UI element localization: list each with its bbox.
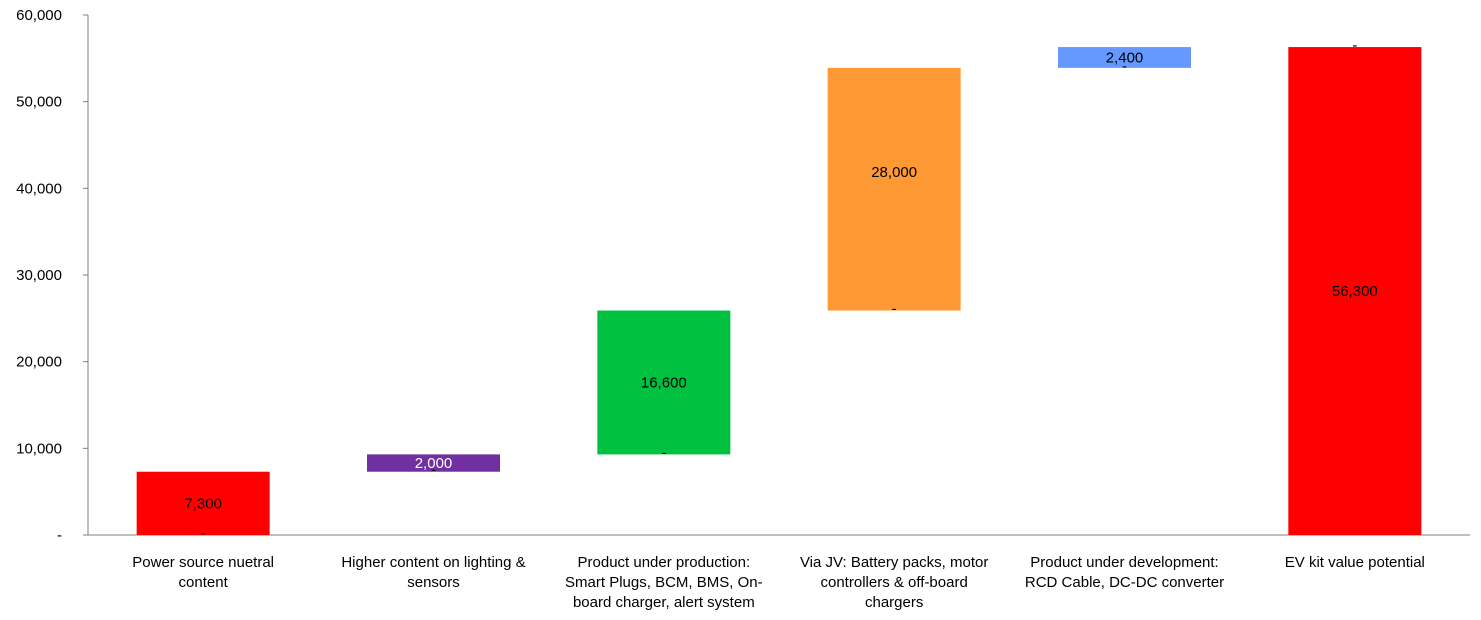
base-marker: -	[661, 444, 666, 461]
y-tick-label: 50,000	[16, 94, 62, 111]
bar-value-label: 56,300	[1332, 283, 1378, 300]
bar-value-label: 28,000	[871, 164, 917, 181]
base-marker: -	[892, 301, 897, 318]
y-tick-label: 10,000	[16, 440, 62, 457]
x-category-label: EV kit value potential	[1285, 554, 1425, 571]
x-category-label: Higher content on lighting &	[341, 554, 525, 571]
data-labels-group: 7,300 2,000 16,600 28,000 2,400 56,300	[184, 49, 1377, 512]
x-category-label: Smart Plugs, BCM, BMS, On-	[565, 574, 763, 591]
bar-value-label: 2,000	[415, 455, 453, 472]
x-category-label: Product under production:	[578, 554, 751, 571]
base-marker: -	[201, 525, 206, 542]
bar	[1288, 47, 1422, 536]
y-axis: - 10,000 20,000 30,000 40,000 50,000 60,000	[16, 7, 89, 544]
x-category-label: RCD Cable, DC-DC converter	[1025, 574, 1224, 591]
bar	[597, 310, 731, 455]
base-marker: -	[1352, 37, 1357, 54]
base-marker: -	[1122, 58, 1127, 75]
bars-group	[136, 47, 1422, 536]
x-category-label: content	[179, 574, 229, 591]
bar-value-label: 2,400	[1106, 49, 1144, 66]
y-tick-label: 60,000	[16, 7, 62, 24]
x-category-label: controllers & off-board	[821, 574, 968, 591]
base-marker: -	[431, 462, 436, 479]
y-tick-label: 20,000	[16, 354, 62, 371]
bar-value-label: 7,300	[184, 495, 222, 512]
x-category-label: sensors	[407, 574, 460, 591]
x-category-label: board charger, alert system	[573, 594, 755, 611]
bar	[367, 454, 500, 472]
y-tick-label: -	[57, 527, 62, 544]
y-tick-label: 40,000	[16, 180, 62, 197]
category-labels-group: Power source nuetral content Higher conten…	[132, 554, 1425, 611]
base-markers-group: - - - - - -	[201, 37, 1358, 542]
bar-value-label: 16,600	[641, 374, 687, 391]
x-category-label: Power source nuetral	[132, 554, 274, 571]
y-tick-label: 30,000	[16, 267, 62, 284]
x-category-label: chargers	[865, 594, 923, 611]
bar	[827, 67, 961, 311]
x-category-label: Product under development:	[1030, 554, 1218, 571]
bar	[1058, 47, 1191, 68]
x-category-label: Via JV: Battery packs, motor	[800, 554, 988, 571]
bar	[136, 471, 270, 535]
